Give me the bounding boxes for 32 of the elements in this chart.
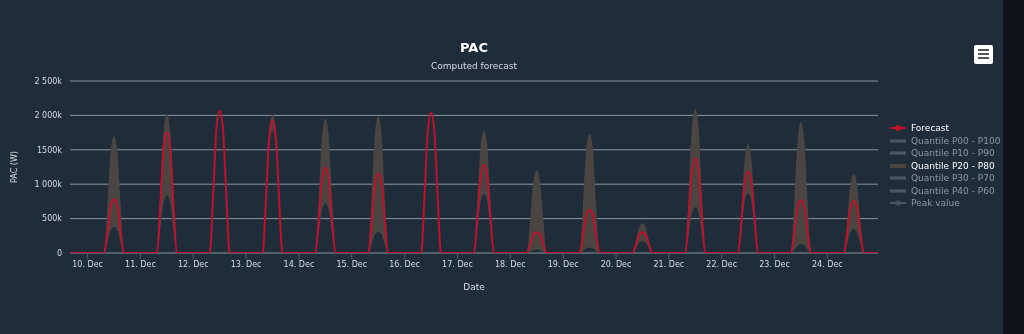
legend-label: Quantile P30 - P70 <box>911 172 995 185</box>
y-tick-label: 500k <box>42 214 63 224</box>
y-tick-label: 1 000k <box>34 180 63 190</box>
x-tick-label: 23. Dec <box>759 259 790 269</box>
x-tick-label: 21. Dec <box>653 259 685 269</box>
x-tick-label: 22. Dec <box>706 259 738 269</box>
legend-label: Forecast <box>911 122 950 135</box>
x-tick-label: 14. Dec <box>283 259 315 269</box>
x-tick-label: 24. Dec <box>811 259 843 269</box>
legend-label: Quantile P40 - P60 <box>911 184 995 197</box>
y-axis-title: PAC (W) <box>9 151 19 183</box>
legend-label: Quantile P00 - P100 <box>911 134 1001 147</box>
legend-label: Quantile P20 - P80 <box>911 159 995 172</box>
y-tick-label: 1500k <box>37 145 63 155</box>
chart-subtitle: Computed forecast <box>430 61 518 71</box>
x-tick-label: 10. Dec <box>72 259 103 269</box>
y-tick-label: 2 500k <box>34 76 63 86</box>
y-tick-label: 2 000k <box>34 111 63 121</box>
x-tick-label: 19. Dec <box>547 259 579 269</box>
x-axis-title: Date <box>463 282 486 292</box>
x-tick-label: 11. Dec <box>125 259 156 269</box>
y-tick-label: 0 <box>56 248 62 258</box>
x-tick-label: 18. Dec <box>494 259 526 269</box>
x-tick-label: 15. Dec <box>336 259 368 269</box>
x-tick-label: 13. Dec <box>230 259 262 269</box>
legend-label: Peak value <box>911 197 960 210</box>
x-tick-label: 12. Dec <box>177 259 209 269</box>
x-tick-label: 16. Dec <box>389 259 421 269</box>
x-tick-label: 20. Dec <box>600 259 632 269</box>
legend-label: Quantile P10 - P90 <box>911 147 995 160</box>
x-tick-label: 17. Dec <box>442 259 473 269</box>
chart-title: PAC <box>459 40 489 55</box>
